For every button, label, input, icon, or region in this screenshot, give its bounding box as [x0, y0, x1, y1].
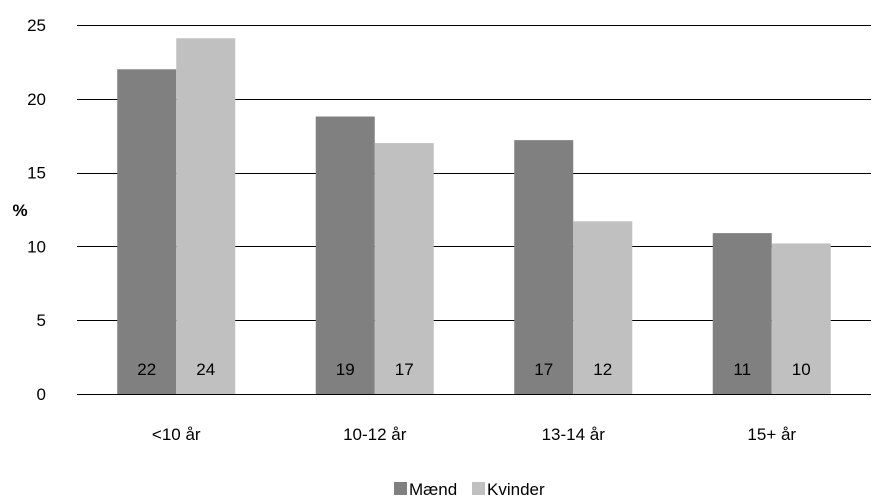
legend: Mænd Kvinder [394, 480, 545, 498]
bars [117, 38, 831, 395]
y-axis-ticks: 0 5 10 15 20 25 [27, 16, 46, 404]
data-label: 12 [593, 360, 612, 379]
y-axis-label: % [12, 201, 27, 220]
data-label: 19 [336, 360, 355, 379]
data-labels: 22 24 19 17 17 12 11 10 [137, 360, 810, 379]
bar-mænd-1 [315, 116, 375, 395]
y-tick-label: 25 [27, 16, 46, 35]
x-tick-label: <10 år [152, 425, 201, 444]
data-label: 11 [733, 360, 751, 379]
legend-label: Mænd [409, 480, 457, 498]
bar-kvinder-2 [573, 221, 633, 394]
y-tick-label: 0 [37, 385, 46, 404]
bar-kvinder-3 [771, 243, 831, 394]
data-label: 10 [792, 360, 811, 379]
x-tick-label: 15+ år [747, 425, 796, 444]
data-label: 24 [196, 360, 215, 379]
bar-kvinder-1 [374, 143, 434, 394]
bar-mænd-0 [117, 69, 177, 394]
y-tick-label: 5 [37, 311, 46, 330]
bar-mænd-3 [712, 233, 772, 394]
legend-swatch-kvinder [472, 482, 485, 495]
bar-kvinder-0 [176, 38, 236, 395]
data-label: 17 [534, 360, 553, 379]
y-tick-label: 15 [27, 164, 46, 183]
x-axis-ticks: <10 år 10-12 år 13-14 år 15+ år [152, 425, 797, 444]
legend-label: Kvinder [487, 480, 545, 498]
x-tick-label: 13-14 år [542, 425, 606, 444]
bar-mænd-2 [514, 140, 574, 394]
y-tick-label: 10 [27, 237, 46, 256]
data-label: 22 [137, 360, 156, 379]
x-tick-label: 10-12 år [343, 425, 407, 444]
y-tick-label: 20 [27, 90, 46, 109]
legend-swatch-mænd [394, 482, 407, 495]
data-label: 17 [395, 360, 414, 379]
